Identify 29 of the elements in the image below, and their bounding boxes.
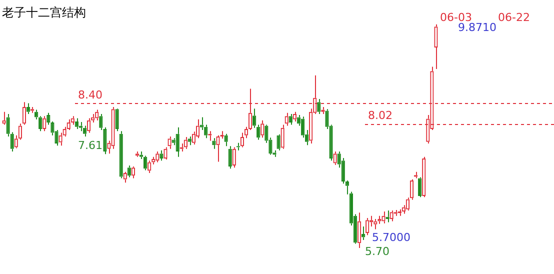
chart-title: 老子十二宫结构 (2, 5, 86, 20)
candlestick (362, 226, 366, 240)
candlestick (82, 125, 87, 137)
candlestick (38, 116, 42, 132)
candlestick (276, 134, 280, 151)
candlestick (127, 164, 131, 178)
ref-line-label: 8.02 (368, 108, 392, 122)
candlestick (26, 102, 30, 114)
candlestick (176, 126, 180, 158)
candlestick (317, 98, 321, 114)
candlestick (119, 130, 123, 179)
candlestick (115, 109, 119, 132)
annotation: 7.61 (78, 138, 102, 152)
annotation: 5.7000 (372, 230, 410, 244)
candlestick (74, 118, 78, 130)
candlestick (188, 136, 192, 146)
candlestick (300, 116, 305, 138)
candlestick (228, 146, 232, 170)
candlestick (46, 112, 50, 126)
candlestick (212, 138, 216, 150)
candlestick (288, 113, 292, 126)
candlestick (200, 116, 204, 131)
candlestick (160, 150, 164, 162)
text: 06-22 (498, 10, 530, 24)
candlestick (224, 133, 228, 147)
annotation: 5.70 (365, 244, 390, 258)
candlestick (418, 176, 422, 198)
ref-line-label: 8.40 (78, 88, 102, 102)
candlestick (252, 108, 256, 128)
